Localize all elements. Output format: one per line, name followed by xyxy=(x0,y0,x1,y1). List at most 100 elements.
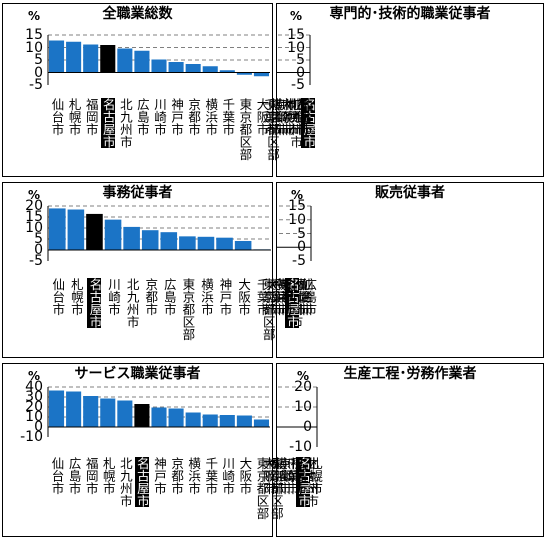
x-tick-label: 川崎市 xyxy=(106,278,122,316)
y-tick-label: -10 xyxy=(289,439,312,455)
bar-highlight xyxy=(86,213,103,250)
x-tick-label: 福岡市 xyxy=(83,457,99,495)
y-tick-label: 5 xyxy=(34,52,43,68)
bar xyxy=(117,400,133,427)
chart-plot xyxy=(277,205,312,261)
y-tick-label: 10 xyxy=(287,39,305,56)
bar xyxy=(185,64,201,73)
y-tick-label: 10 xyxy=(25,39,43,56)
x-tick-label: 札幌市 xyxy=(284,98,300,136)
bar xyxy=(49,40,65,73)
x-tick-label: 神戸市 xyxy=(169,98,185,136)
chart-title: 専門的･技術的職業従事者 xyxy=(329,6,491,22)
y-tick-label: 30 xyxy=(25,389,43,405)
x-tick-label: 札幌市 xyxy=(308,457,324,495)
x-tick-label: 広島市 xyxy=(291,98,307,136)
bar xyxy=(117,48,133,73)
chart-panel: 販売従事者%-5051015広島市仙台市札幌市福岡市北九州市名古屋市川崎市京都市… xyxy=(261,182,544,358)
x-tick-label: 広島市 xyxy=(161,278,177,316)
x-tick-label: 大阪市 xyxy=(237,457,253,495)
bar xyxy=(197,236,215,250)
x-tick-label: 川崎市 xyxy=(274,98,290,136)
y-axis-unit: % xyxy=(291,188,304,202)
x-tick-label: 川崎市 xyxy=(280,457,296,495)
x-tick-label: 仙台市 xyxy=(50,278,66,316)
y-tick-label: 0 xyxy=(34,64,43,81)
chart-title: サービス職業従事者 xyxy=(74,366,201,382)
x-tick-label: 大阪市 xyxy=(264,278,280,316)
chart-panel: 生産工程･労務作業者%-1001020札幌市北九州市仙台市名古屋市広島市神戸市千… xyxy=(261,363,544,537)
x-tick-label: 横浜市 xyxy=(268,98,284,136)
bar xyxy=(100,398,116,427)
x-tick-label: 仙台市 xyxy=(298,98,314,136)
x-tick-label: 東京都区部 xyxy=(264,98,280,161)
bar xyxy=(83,44,99,73)
y-axis-unit: % xyxy=(28,9,41,23)
x-tick-label: 東京都区部 xyxy=(237,98,253,161)
x-tick-label: 北九州市 xyxy=(117,98,133,148)
bar xyxy=(141,230,159,250)
chart-panel: 専門的･技術的職業従事者% -5 0 5 10 15 名古屋市 仙台市 福岡市 広島市 北九州市 札幌… xyxy=(262,3,544,177)
x-tick-label: 広島市 xyxy=(302,278,318,316)
bar xyxy=(185,412,201,427)
x-tick-label: 東京都区部 xyxy=(260,278,276,341)
x-tick-label: 東京都区部 xyxy=(180,278,196,341)
chart-panel: 全職業総数% -5 0 5 10 15 仙台市 札幌市 福岡市 名古屋市 北九州市 広島市 川崎市 神戸市… xyxy=(2,3,273,177)
x-tick-label: 広島市 xyxy=(292,457,308,495)
y-tick-label: 10 xyxy=(288,211,306,228)
y-tick-label: -5 xyxy=(29,253,43,269)
x-tick-label: 広島市 xyxy=(66,457,82,495)
x-tick-label: 大阪市 xyxy=(254,98,270,136)
x-tick-label: 神戸市 xyxy=(152,457,167,495)
x-tick-label: 札幌市 xyxy=(100,457,116,495)
x-tick-label: 横浜市 xyxy=(271,278,287,316)
x-tick-label: 北九州市 xyxy=(288,98,304,148)
y-tick-label: 5 xyxy=(34,231,43,247)
x-tick-label: 千葉市 xyxy=(261,98,277,136)
x-tick-label: 名古屋市 xyxy=(284,278,300,328)
y-tick-label: 40 xyxy=(25,379,43,395)
bar xyxy=(219,415,235,427)
x-tick-label: 川崎市 xyxy=(281,278,297,316)
chart-title: 販売従事者 xyxy=(375,185,445,201)
chart-panel: 事務従事者% -5 0 5 10 15 20 仙台市 札幌市 名古屋市 川崎市 北九州市 京都市 広島市東… xyxy=(2,182,273,358)
chart-plot xyxy=(277,34,311,85)
x-tick-label: 東京都区部 xyxy=(268,457,284,520)
y-tick-label: 20 xyxy=(25,399,43,415)
x-tick-label: 千葉市 xyxy=(220,98,236,136)
bar xyxy=(160,232,178,250)
x-tick-label: 名古屋市 xyxy=(296,457,312,507)
chart-plot xyxy=(47,205,271,261)
x-tick-label: 名古屋市 xyxy=(87,278,103,328)
y-tick-label: 10 xyxy=(25,220,43,236)
bar xyxy=(236,415,252,427)
x-tick-label: 京都市 xyxy=(169,457,185,495)
bar xyxy=(253,72,269,77)
bar xyxy=(202,66,218,73)
bar xyxy=(216,237,233,250)
x-tick-label: 福岡市 xyxy=(83,98,99,136)
bar-highlight xyxy=(100,45,116,73)
x-tick-label: 京都市 xyxy=(276,457,292,495)
bar xyxy=(67,209,85,250)
x-tick-label: 仙台市 xyxy=(49,457,65,495)
x-tick-label: 仙台市 xyxy=(49,98,65,136)
y-tick-label: -10 xyxy=(20,429,43,445)
bar-highlight xyxy=(134,404,150,427)
chart-title: 事務従事者 xyxy=(102,185,173,201)
x-tick-label: 大阪市 xyxy=(236,278,252,316)
bar xyxy=(151,407,167,427)
y-tick-label: 15 xyxy=(288,198,306,214)
x-tick-label: 大阪市 xyxy=(278,98,294,136)
bar xyxy=(236,72,252,75)
y-tick-label: 0 xyxy=(296,64,305,81)
bar xyxy=(49,390,65,427)
x-tick-label: 福岡市 xyxy=(264,457,280,495)
bar xyxy=(66,41,82,73)
y-tick-label: 0 xyxy=(34,419,43,435)
bar xyxy=(234,240,252,250)
y-tick-label: 20 xyxy=(25,198,43,214)
x-tick-label: 京都市 xyxy=(143,278,159,316)
y-axis-unit: % xyxy=(290,9,303,23)
chart-title: 全職業総数 xyxy=(102,6,173,22)
